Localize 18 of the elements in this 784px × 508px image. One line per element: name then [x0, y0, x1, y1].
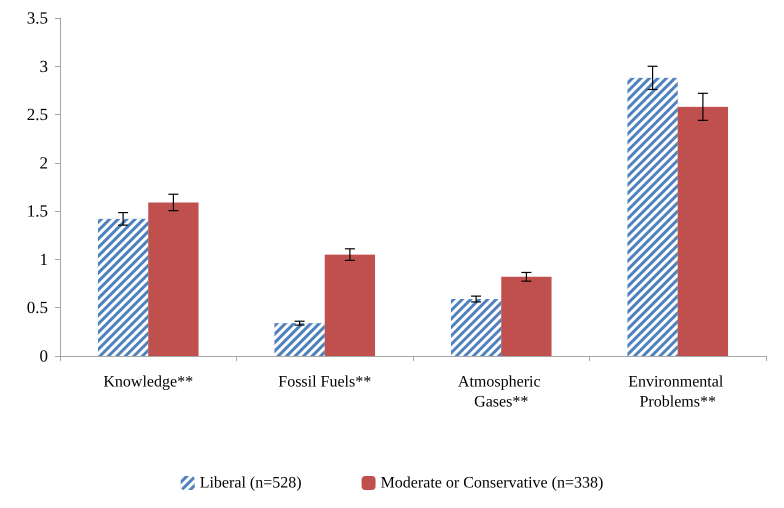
y-tick-label: 0: [40, 346, 48, 366]
y-tick-label: 0.5: [26, 298, 48, 318]
y-tick-label: 2.5: [26, 105, 48, 124]
y-tick-label: 3: [40, 56, 48, 76]
y-tick-label: 1.5: [26, 202, 48, 221]
x-tick-label: Environmental Problems**: [628, 374, 728, 410]
bar: [501, 276, 552, 356]
legend-label: Liberal (n=528): [200, 474, 302, 492]
bar: [148, 202, 199, 356]
x-tick-label: Knowledge**: [103, 374, 194, 390]
bar: [324, 254, 376, 356]
y-tick-label: 1: [40, 250, 48, 269]
y-tick-label: 2: [40, 153, 48, 172]
bar: [678, 106, 728, 356]
y-tick-label: 3.5: [26, 8, 48, 28]
x-tick-label: Fossil Fuels**: [278, 374, 372, 390]
x-tick-label: Atmospheric Gases**: [458, 374, 545, 410]
legend-label: Moderate or Conservative (n=338): [380, 474, 604, 492]
